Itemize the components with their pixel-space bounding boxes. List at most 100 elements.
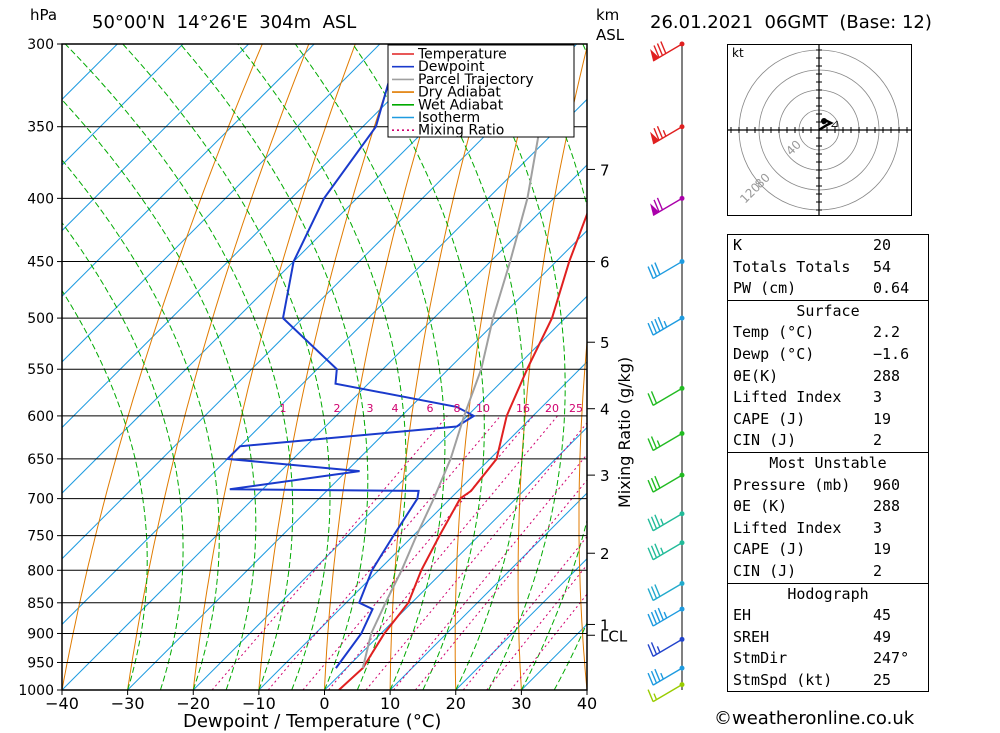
dry-adiabat-line (127, 44, 310, 690)
wet-adiabat-line (586, 688, 587, 690)
wind-barb-flag (650, 436, 658, 449)
wind-barb-pennant (650, 203, 660, 216)
k-index-row: K 20 (728, 235, 928, 257)
km-tick-label: 2 (600, 545, 610, 563)
mixing-ratio-line (415, 479, 587, 690)
wind-barb-half-flag (660, 547, 664, 555)
surface-cape-label: CAPE (J) (733, 409, 806, 428)
pw-row: PW (cm) 0.64 (728, 278, 928, 301)
stmspd-value: 25 (873, 670, 892, 689)
wind-barb-flag (650, 670, 658, 684)
dry-adiabat-line (638, 44, 681, 690)
hodograph-storm-motion (821, 118, 827, 124)
stmspd-label: StmSpd (kt) (733, 670, 833, 689)
wind-barb-half-flag (653, 693, 658, 700)
stmdir-label: StmDir (733, 649, 788, 668)
y-tick-label: 900 (27, 626, 54, 642)
mu-theta-value: 288 (873, 497, 901, 516)
mu-theta-row: θE (K) 288 (728, 496, 928, 518)
y-tick-label: 400 (27, 191, 54, 207)
isotherm-line (62, 44, 381, 363)
mu-cin-label: CIN (J) (733, 561, 797, 580)
eh-row: EH 45 (728, 605, 928, 627)
surface-dewp-value: −1.6 (873, 344, 910, 363)
mixing-ratio-line (211, 415, 448, 690)
temperature-profile-line (338, 211, 587, 690)
mixing-ratio-line (328, 415, 558, 690)
y-tick-label: 550 (27, 362, 54, 378)
wind-barb-flag (654, 543, 661, 557)
wind-barbs (647, 41, 685, 703)
totals-totals-label: Totals Totals (733, 257, 851, 276)
y-tick-label: 1000 (18, 683, 54, 699)
wind-barb-shaft (652, 432, 683, 452)
wind-barb-flag (660, 41, 667, 54)
wind-barb-shaft (652, 684, 683, 703)
isotherm-line (62, 44, 315, 297)
x-tick-label: −30 (111, 694, 145, 713)
wind-barb-shaft (652, 260, 683, 280)
mixing-ratio-line (393, 453, 587, 690)
mixing-ratio-line (486, 564, 587, 690)
surface-temp-label: Temp (°C) (733, 323, 815, 342)
x-tick-label: 20 (446, 694, 466, 713)
pw-label: PW (cm) (733, 279, 797, 298)
mixing-ratio-value-label: 8 (454, 402, 461, 415)
y-tick-label: 850 (27, 596, 54, 612)
hodograph-unit-label: kt (732, 46, 744, 60)
wind-barb-half-flag (656, 440, 661, 447)
x-tick-label: −40 (45, 694, 79, 713)
wind-barb-half-flag (663, 320, 668, 328)
legend-entry: Parcel Trajectory (418, 72, 534, 88)
wind-barb-flag (654, 668, 661, 682)
wind-barb-flag (647, 588, 654, 601)
wind-barb-half-flag (660, 518, 664, 526)
legend-entry: Isotherm (418, 110, 480, 126)
legend-entry: Dry Adiabat (418, 85, 501, 101)
mixing-ratio-value-label: 3 (367, 402, 374, 415)
y-tick-label: 600 (27, 409, 54, 425)
indices-table: K 20 Totals Totals 54 PW (cm) 0.64 Surfa… (727, 234, 929, 693)
x-axis-label: Dewpoint / Temperature (°C) (183, 711, 441, 732)
km-tick-label: 5 (600, 334, 610, 352)
wind-barb-flag (650, 320, 658, 334)
hodograph: kt 40 80 120 ⊿ (727, 44, 912, 216)
credit-link[interactable]: ©weatheronline.co.uk (714, 708, 915, 729)
parcel-trajectory-profile-line (361, 44, 559, 669)
mixing-ratio-line (267, 415, 501, 690)
mu-pressure-value: 960 (873, 475, 901, 494)
wet-adiabat-line (409, 44, 525, 690)
hodograph-section-title: Hodograph (787, 584, 869, 603)
wind-barb-flag (653, 127, 660, 141)
wind-barb-flag (653, 199, 660, 213)
legend-entry: Wet Adiabat (418, 97, 504, 113)
wind-barb-flag (647, 547, 654, 561)
wind-barb-flag (654, 584, 661, 597)
sreh-row: SREH 49 (728, 627, 928, 649)
dry-adiabat-line (324, 44, 449, 690)
stmdir-row: StmDir 247° (728, 648, 928, 670)
km-tick-label: 4 (600, 401, 610, 419)
mixing-ratio-value-label: 4 (392, 402, 399, 415)
wind-barb-flag (647, 518, 654, 532)
wind-barb-flag (650, 477, 658, 491)
mu-cape-label: CAPE (J) (733, 540, 806, 559)
plot-frame (61, 43, 588, 691)
surface-li-value: 3 (873, 388, 883, 407)
isotherm-line (62, 44, 249, 232)
isotherm-line (455, 558, 587, 690)
surface-dewp-row: Dewp (°C) −1.6 (728, 344, 928, 366)
isotherm-line (389, 492, 587, 690)
isotherm-line (192, 295, 587, 690)
x-tick-label: −10 (242, 694, 276, 713)
wind-barb-half-flag (662, 129, 667, 137)
surface-cin-value: 2 (873, 431, 883, 450)
wind-barb-half-flag (660, 672, 664, 680)
wind-barb-pennant (650, 49, 660, 61)
dry-adiabat-line (258, 44, 403, 690)
surface-cin-row: CIN (J) 2 (728, 430, 928, 453)
x-tick-label: −20 (176, 694, 210, 713)
y-tick-label: 750 (27, 529, 54, 545)
y-tick-label: 800 (27, 563, 54, 579)
wind-barb-flag (654, 475, 661, 489)
